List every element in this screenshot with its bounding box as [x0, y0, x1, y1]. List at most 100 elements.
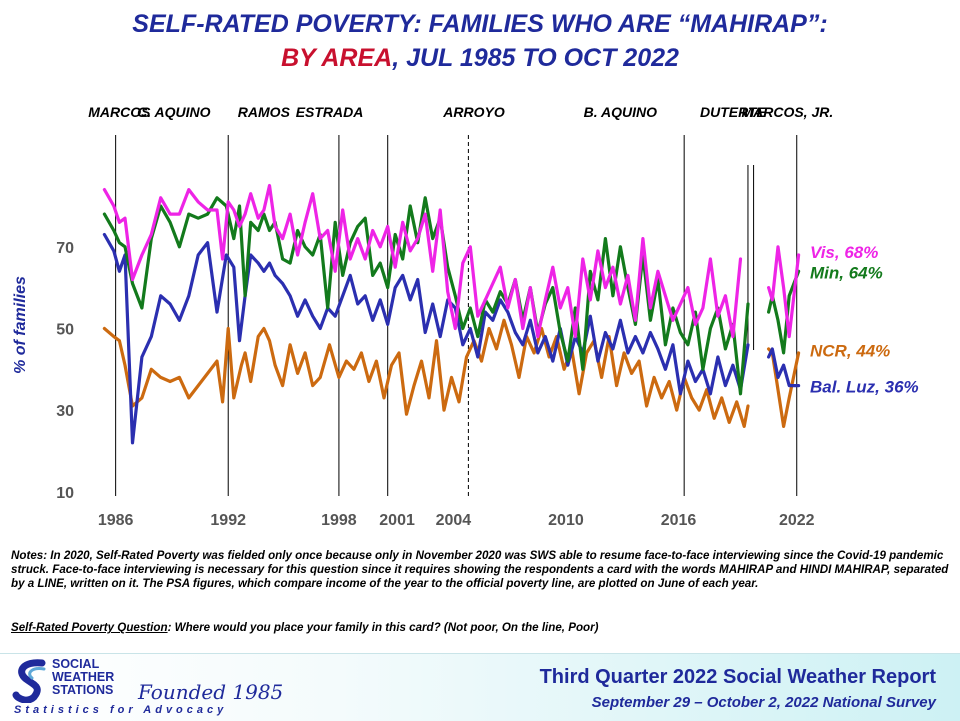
data-point — [187, 212, 190, 216]
data-point — [281, 282, 284, 285]
data-point — [103, 233, 106, 236]
data-point — [577, 392, 581, 395]
data-point — [206, 241, 209, 244]
data-point — [416, 278, 419, 281]
data-point — [529, 319, 532, 322]
data-point — [303, 298, 307, 302]
data-point — [686, 286, 690, 289]
y-axis-title: % of families — [12, 276, 29, 374]
data-point — [416, 237, 419, 240]
data-point — [431, 302, 434, 306]
data-point — [424, 331, 427, 334]
data-point — [797, 253, 800, 257]
data-point — [296, 229, 299, 232]
data-point — [249, 221, 252, 224]
data-point — [532, 351, 536, 355]
data-point — [215, 208, 219, 212]
data-point — [701, 368, 705, 371]
data-point — [112, 335, 116, 338]
data-point — [197, 384, 200, 387]
data-point — [159, 294, 162, 297]
data-point — [491, 319, 494, 322]
sws-logo-icon — [12, 659, 46, 703]
data-point — [273, 225, 277, 228]
data-point — [215, 359, 219, 363]
report-footer: SOCIAL WEATHER STATIONS Founded 1985 Sta… — [0, 653, 960, 721]
y-tick-labels: 10 30 50 70 — [56, 240, 74, 502]
data-point — [296, 372, 299, 375]
data-point — [630, 372, 633, 375]
data-point — [197, 253, 200, 257]
data-point — [360, 351, 363, 355]
survey-question: Self-Rated Poverty Question: Where would… — [11, 621, 951, 634]
data-point — [311, 253, 314, 257]
administration-label: ARROYO — [442, 104, 505, 120]
data-point — [797, 351, 800, 355]
data-point — [319, 376, 322, 379]
data-point — [232, 396, 235, 400]
data-point — [405, 413, 408, 416]
data-point — [401, 274, 404, 277]
data-point — [679, 331, 682, 334]
data-point — [465, 355, 468, 359]
data-point — [664, 294, 667, 297]
data-point — [694, 323, 697, 326]
data-point — [686, 359, 690, 363]
data-point — [566, 286, 569, 289]
data-point — [243, 294, 247, 297]
data-point — [600, 376, 603, 379]
data-point — [319, 327, 322, 330]
data-point — [589, 315, 592, 318]
data-point — [232, 208, 235, 212]
data-point — [731, 364, 735, 367]
data-point — [424, 212, 427, 216]
data-point — [735, 400, 738, 404]
x-tick-label: 1986 — [98, 512, 134, 529]
data-point — [776, 376, 780, 379]
administration-label: B. AQUINO — [584, 104, 657, 120]
data-point — [767, 310, 770, 314]
data-point — [206, 208, 209, 212]
data-point — [767, 347, 770, 351]
data-point — [103, 212, 106, 216]
founded-year: Founded 1985 — [138, 680, 284, 704]
data-point — [782, 286, 785, 289]
data-point — [641, 351, 645, 355]
data-point — [782, 425, 785, 428]
data-point — [371, 274, 374, 277]
data-point — [364, 257, 367, 261]
data-point — [622, 351, 626, 355]
data-point — [649, 306, 652, 310]
data-point — [664, 368, 667, 371]
y-tick-label: 10 — [56, 485, 74, 502]
data-point — [686, 343, 690, 346]
x-tick-label: 1992 — [210, 512, 246, 529]
title-date-range: , JUL 1985 TO OCT 2022 — [392, 44, 679, 72]
data-point — [660, 396, 663, 400]
data-point — [679, 392, 682, 395]
data-point — [514, 331, 517, 334]
data-point — [273, 364, 277, 367]
data-point — [562, 368, 566, 371]
series-label: Min, 64% — [810, 264, 883, 283]
data-point — [364, 217, 367, 220]
data-point — [788, 396, 791, 400]
data-point — [495, 347, 498, 351]
data-point — [487, 327, 491, 330]
y-tick-label: 70 — [56, 240, 74, 257]
data-point — [709, 327, 712, 330]
data-point — [652, 376, 656, 379]
data-point — [197, 217, 200, 220]
data-point — [585, 351, 588, 355]
data-point — [491, 310, 494, 314]
data-point — [206, 372, 209, 375]
data-point — [649, 331, 652, 334]
series-line — [102, 196, 801, 396]
data-point — [288, 343, 292, 346]
data-point — [604, 331, 607, 334]
data-point — [731, 335, 735, 338]
data-point — [476, 315, 479, 318]
data-point — [566, 359, 569, 363]
data-point — [566, 364, 569, 367]
